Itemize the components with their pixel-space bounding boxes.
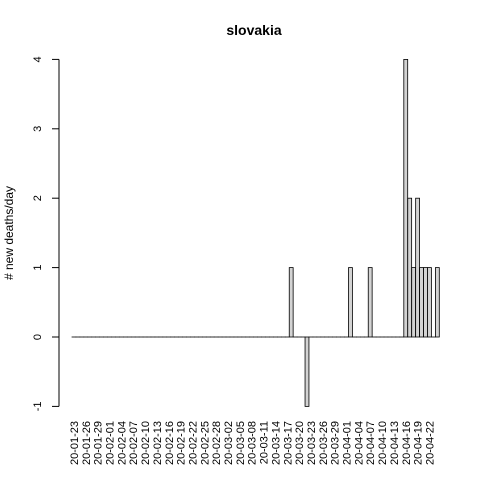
y-tick-label: 3 (32, 126, 44, 132)
bar (288, 267, 294, 338)
x-tick-label: 20-02-10 (140, 421, 152, 465)
bar (427, 267, 432, 338)
x-tick-label: 20-03-02 (223, 421, 235, 465)
x-axis: 20-01-23 20-01-26 20-01-29 20-02-01 20-02-04… (69, 421, 437, 465)
bar (403, 59, 409, 338)
x-tick-label: 20-02-01 (105, 421, 117, 465)
x-tick-label: 20-03-11 (259, 421, 271, 464)
x-tick-label: 20-04-01 (342, 421, 354, 465)
y-tick-label: -1 (32, 402, 44, 412)
chart-title: slovakia (226, 22, 281, 38)
x-tick-label: 20-02-28 (211, 421, 223, 465)
bar (411, 267, 417, 338)
x-tick-label: 20-02-22 (187, 421, 199, 465)
bar (348, 267, 353, 338)
x-tick-label: 20-03-17 (282, 421, 294, 465)
bar (415, 197, 420, 338)
x-tick-label: 20-01-29 (93, 421, 105, 465)
bars (71, 59, 440, 407)
x-tick-label: 20-02-19 (176, 421, 188, 465)
x-tick-label: 20-03-26 (318, 421, 330, 465)
x-tick-label: 20-02-16 (164, 421, 176, 465)
y-tick-label: 4 (32, 56, 44, 62)
x-tick-label: 20-03-14 (270, 421, 282, 465)
bar (407, 197, 413, 338)
bar (434, 267, 440, 338)
x-tick-label: 20-04-07 (365, 421, 377, 465)
x-tick-label: 20-03-23 (306, 421, 318, 465)
y-axis: -1 0 1 2 3 4 (32, 56, 60, 412)
y-tick-label: 1 (32, 265, 44, 271)
y-axis-label: # new deaths/day (2, 186, 16, 280)
x-tick-label: 20-04-13 (389, 421, 401, 465)
x-tick-label: 20-04-22 (424, 421, 436, 465)
x-tick-label: 20-03-29 (330, 421, 342, 465)
bar (419, 267, 424, 338)
x-tick-label: 20-04-16 (401, 421, 413, 465)
x-tick-label: 20-04-10 (377, 421, 389, 465)
x-tick-label: 20-02-04 (116, 421, 128, 465)
bar (304, 336, 310, 407)
x-tick-label: 20-02-07 (128, 421, 140, 465)
y-tick-label: 2 (32, 195, 44, 201)
x-tick-label: 20-04-19 (413, 421, 425, 465)
x-tick-label: 20-02-13 (152, 421, 164, 465)
x-tick-label: 20-03-05 (235, 421, 247, 465)
bar (367, 267, 373, 338)
x-tick-label: 20-01-26 (81, 421, 93, 465)
x-tick-label: 20-04-04 (353, 421, 365, 465)
x-tick-label: 20-01-23 (69, 421, 81, 465)
x-tick-label: 20-02-25 (199, 421, 211, 465)
x-tick-label: 20-03-20 (294, 421, 306, 465)
bar (423, 267, 428, 338)
y-tick-label: 0 (32, 334, 44, 340)
x-tick-label: 20-03-08 (247, 421, 259, 465)
